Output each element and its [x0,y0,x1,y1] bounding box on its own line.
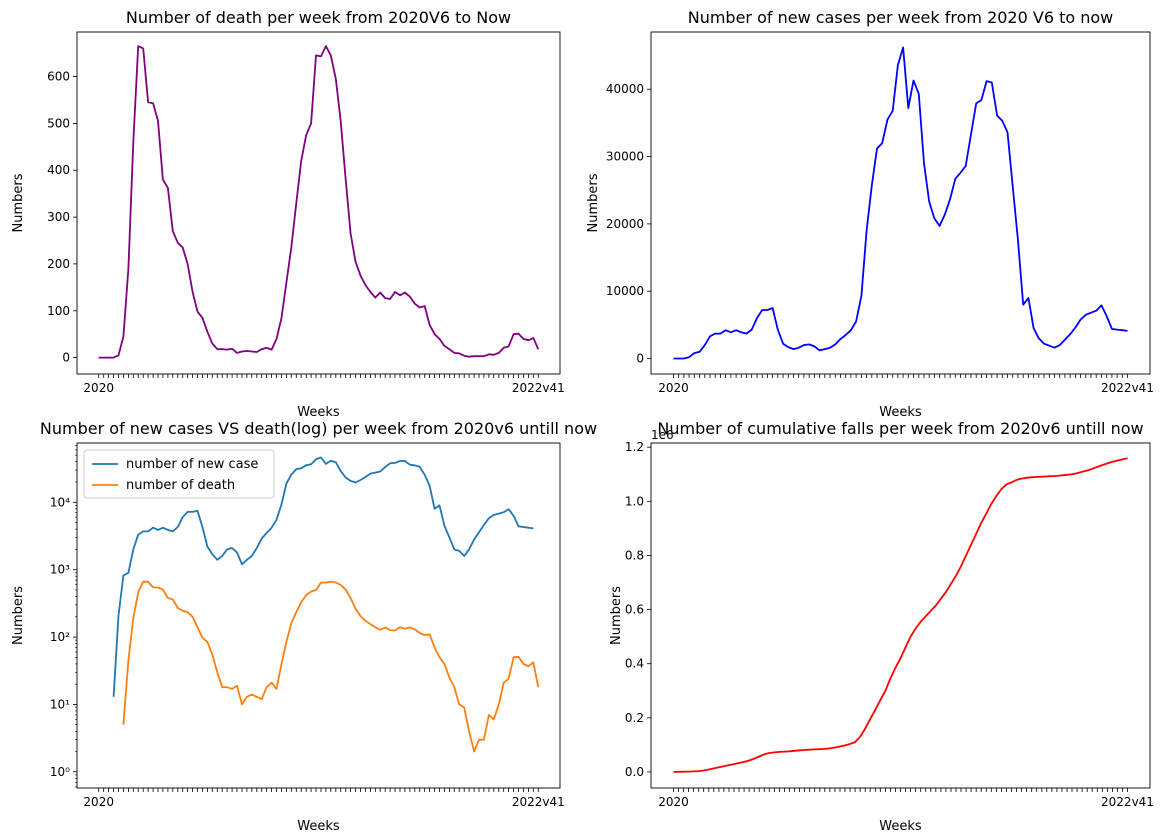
x-axis-label: Weeks [297,819,340,834]
y-tick-label: 10000 [606,284,644,298]
y-tick-label: 10⁰ [50,765,70,779]
y-tick-label: 10² [50,630,70,644]
chart-cases: 2020 2022v41 0 10000 20000 30000 40000 Number o… [586,8,1154,420]
y-tick-label: 200 [47,257,70,271]
y-tick-label: 0.8 [625,548,644,562]
plot-frame [650,31,1151,375]
chart-title: Number of new cases per week from 2020 V… [688,8,1114,27]
plot-frame [76,442,561,789]
legend-label-0: number of new case [126,457,258,472]
plot-area [651,443,1150,788]
x-tick-label-last: 2022v41 [1101,795,1154,809]
x-tick-label-first: 2020 [658,795,689,809]
y-axis-label: Numbers [609,586,624,645]
x-tick-label-first: 2020 [83,381,114,395]
plot-area [77,32,560,374]
chart-title: Number of death per week from 2020V6 to … [126,8,511,27]
y-tick-label: 600 [47,70,70,84]
chart-deaths: 2020 2022v41 0 100 200 300 400 500 600 Number of … [11,8,565,420]
chart-cumulative: 2020 2022v41 0.0 0.2 0.4 0.6 0.8 1.0 1.2 Number o… [609,419,1154,834]
y-tick-label: 30000 [606,150,644,164]
x-tick-label-last: 2022v41 [1101,381,1154,395]
chart-title: Number of new cases VS death(log) per we… [40,419,597,438]
chart-cases-vs-death-log: 2020 2022v41 10⁰ 10¹ 10² 10³ 10⁴ Number of new … [11,419,597,834]
y-tick-label: 500 [47,116,70,130]
x-tick-label-last: 2022v41 [512,795,565,809]
series-line-0 [112,456,534,697]
y-tick-label: 100 [47,304,70,318]
y-tick-label: 10¹ [50,697,70,711]
legend-label-1: number of death [126,478,235,493]
y-tick-label: 0.0 [625,765,644,779]
y-tick-label: 0 [62,351,70,365]
plot-frame [650,442,1151,789]
y-tick-label: 20000 [606,217,644,231]
plot-area [77,443,560,788]
x-axis-label: Weeks [297,405,340,420]
y-tick-label: 400 [47,163,70,177]
y-axis-label: Numbers [586,173,601,232]
y-tick-label: 40000 [606,82,644,96]
y-tick-label: 10⁴ [50,495,70,509]
y-tick-label: 0.6 [625,603,644,617]
y-tick-label: 0.2 [625,711,644,725]
chart-title: Number of cumulative falls per week from… [657,419,1143,438]
y-tick-label: 1.2 [625,440,644,454]
series-line-0 [673,46,1128,360]
plot-area [651,32,1150,374]
x-axis-label: Weeks [879,405,922,420]
y-scale-offset-label: 1e6 [651,428,674,442]
y-tick-label: 10³ [50,563,70,577]
y-axis-label: Numbers [11,173,26,232]
legend-box [83,449,275,499]
series-line-1 [122,580,540,753]
y-axis-label: Numbers [11,586,26,645]
y-tick-label: 0 [636,352,644,366]
y-tick-label: 300 [47,210,70,224]
plot-frame [76,31,561,375]
x-tick-label-last: 2022v41 [512,381,565,395]
series-line-0 [98,45,540,359]
x-tick-label-first: 2020 [83,795,114,809]
y-tick-label: 1.0 [625,494,644,508]
x-tick-label-first: 2020 [658,381,689,395]
x-axis-label: Weeks [879,819,922,834]
legend: number of new case number of death [83,449,275,499]
series-line-0 [673,457,1128,773]
y-tick-label: 0.4 [625,657,644,671]
